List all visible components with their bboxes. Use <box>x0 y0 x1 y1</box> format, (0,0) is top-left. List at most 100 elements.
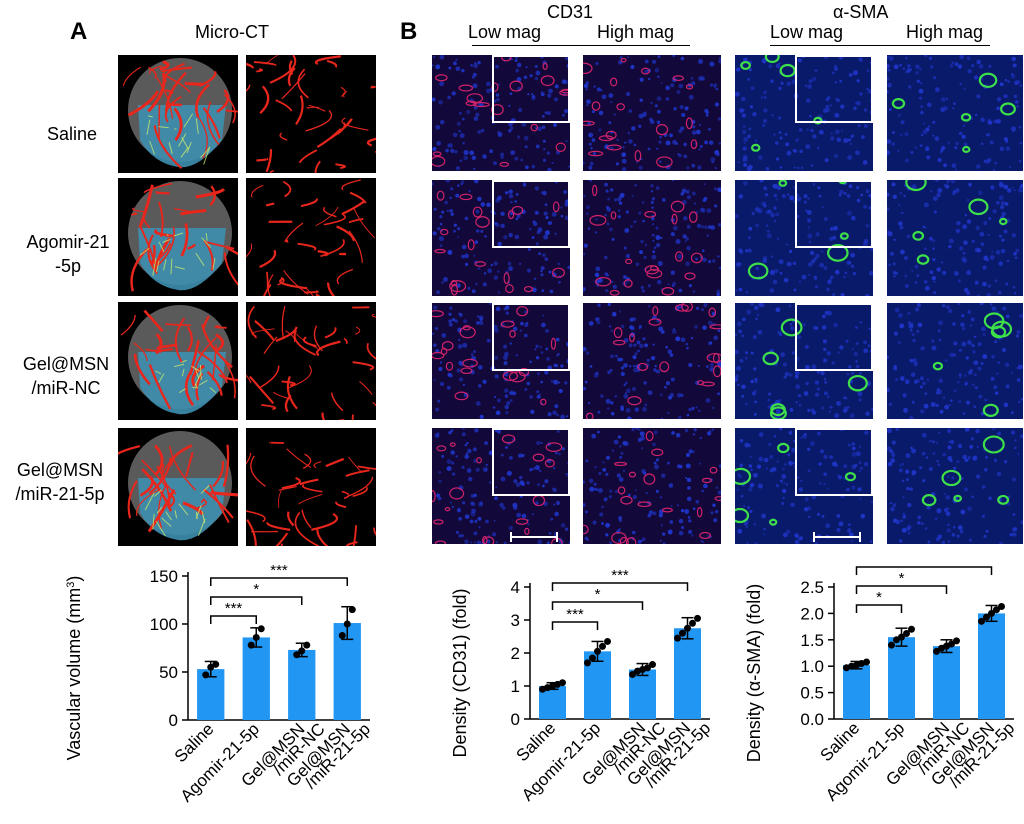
cd31-low-mag: Low mag <box>468 22 542 42</box>
panel-letter-b: B <box>400 18 418 45</box>
sma-header-rule <box>770 45 990 46</box>
sma-stain-image <box>735 55 873 171</box>
significance-label: * <box>253 581 259 598</box>
row-label-line: Gel@MSN <box>22 354 110 374</box>
data-point <box>338 632 346 640</box>
sma-stain-image <box>887 55 1023 171</box>
row-label-line: Saline <box>46 124 98 144</box>
data-point <box>293 651 301 659</box>
significance-label: *** <box>566 606 584 623</box>
cd31-stain-image <box>432 55 570 171</box>
sma-stain-image <box>735 428 873 544</box>
data-point <box>252 633 260 641</box>
vessel-zoom-image <box>246 55 376 173</box>
sma-stain-image <box>887 303 1023 419</box>
row-label-line: /miR-21-5p <box>15 484 105 504</box>
y-axis-label: Density (α-SMA) (fold) <box>744 584 764 762</box>
heart-3d-image <box>118 178 238 296</box>
cd31-stain-image <box>583 428 721 544</box>
cd31-header-rule <box>472 45 690 46</box>
sma-stain-image <box>887 180 1023 296</box>
scale-bar <box>510 532 558 542</box>
data-point <box>988 609 995 617</box>
data-point <box>689 619 696 627</box>
sma-stain-image <box>735 303 873 419</box>
magnified-region-box <box>795 428 873 496</box>
significance-bracket <box>551 582 689 591</box>
data-point <box>559 679 566 687</box>
cd31-stain-image <box>583 303 721 419</box>
data-point <box>679 629 686 637</box>
magnified-region-box <box>795 55 873 123</box>
data-point <box>202 671 210 679</box>
y-tick-label: 1 <box>511 677 520 696</box>
heart-3d-image <box>118 428 238 546</box>
significance-bracket <box>210 615 257 624</box>
data-point <box>644 664 651 672</box>
magnified-region-box <box>795 180 873 248</box>
bar <box>843 665 870 719</box>
panel-letter-a: A <box>70 18 88 45</box>
data-point <box>863 658 870 666</box>
data-point <box>604 637 611 645</box>
bar <box>674 628 701 719</box>
cd31-high-mag: High mag <box>597 22 675 42</box>
x-tick-label: Agomir-21-5p <box>177 719 263 805</box>
y-axis-label: Vascular volume (mm3) <box>64 576 84 761</box>
magnified-region-box <box>492 55 570 123</box>
data-point <box>983 613 990 621</box>
significance-label: *** <box>611 567 629 584</box>
significance-label: * <box>595 586 601 603</box>
sma-stain-image <box>735 180 873 296</box>
y-tick-label: 2.0 <box>800 604 824 623</box>
y-tick-label: 4 <box>511 578 520 597</box>
y-tick-label: 100 <box>150 615 178 634</box>
data-point <box>674 634 681 642</box>
y-tick-label: 2 <box>511 644 520 663</box>
cd31-stain-image <box>432 180 570 296</box>
data-point <box>953 637 960 645</box>
data-point <box>888 641 895 649</box>
data-point <box>684 624 691 632</box>
data-point <box>629 670 636 678</box>
magnified-region-box <box>492 303 570 371</box>
magnified-region-box <box>795 303 873 371</box>
data-point <box>903 629 910 637</box>
bar <box>933 646 960 719</box>
y-tick-label: 50 <box>159 663 178 682</box>
micro-ct-title: Micro-CT <box>195 22 269 42</box>
cd31-title: CD31 <box>547 2 594 22</box>
data-point <box>303 641 311 649</box>
row-label-gel-mirnc: Gel@MSN /miR-NC <box>16 352 116 400</box>
row-label-line: /miR-NC <box>31 378 101 398</box>
data-point <box>948 640 955 648</box>
data-point <box>257 625 265 633</box>
significance-bracket <box>855 604 903 613</box>
row-label-agomir: Agomir-21 -5p <box>18 230 118 278</box>
significance-bracket <box>210 596 303 605</box>
significance-label: *** <box>270 562 288 579</box>
data-point <box>298 647 306 655</box>
data-point <box>933 647 940 655</box>
y-axis-label: Density (CD31) (fold) <box>450 588 470 757</box>
vascular-volume-chart: 050100150*******SalineAgomir-21-5pGel@MS… <box>64 562 374 806</box>
data-point <box>649 661 656 669</box>
heart-3d-image <box>118 55 238 173</box>
data-point <box>993 606 1000 614</box>
y-tick-label: 150 <box>150 567 178 586</box>
significance-bracket <box>855 585 948 594</box>
row-label-saline: Saline <box>22 122 122 146</box>
data-point <box>998 603 1005 611</box>
row-label-line: Gel@MSN <box>16 460 104 480</box>
vessel-zoom-image <box>246 178 376 296</box>
data-point <box>589 654 596 662</box>
sma-density-chart: 0.00.51.01.52.02.5*****SalineAgomir-21-5… <box>744 565 1018 805</box>
sma-title: α-SMA <box>833 2 889 22</box>
y-tick-label: 0 <box>169 711 178 730</box>
data-point <box>212 660 220 668</box>
magnified-region-box <box>492 428 570 496</box>
sma-low-mag: Low mag <box>770 22 844 42</box>
cd31-stain-image <box>583 180 721 296</box>
data-point <box>343 620 351 628</box>
cd31-stain-image <box>432 428 570 544</box>
